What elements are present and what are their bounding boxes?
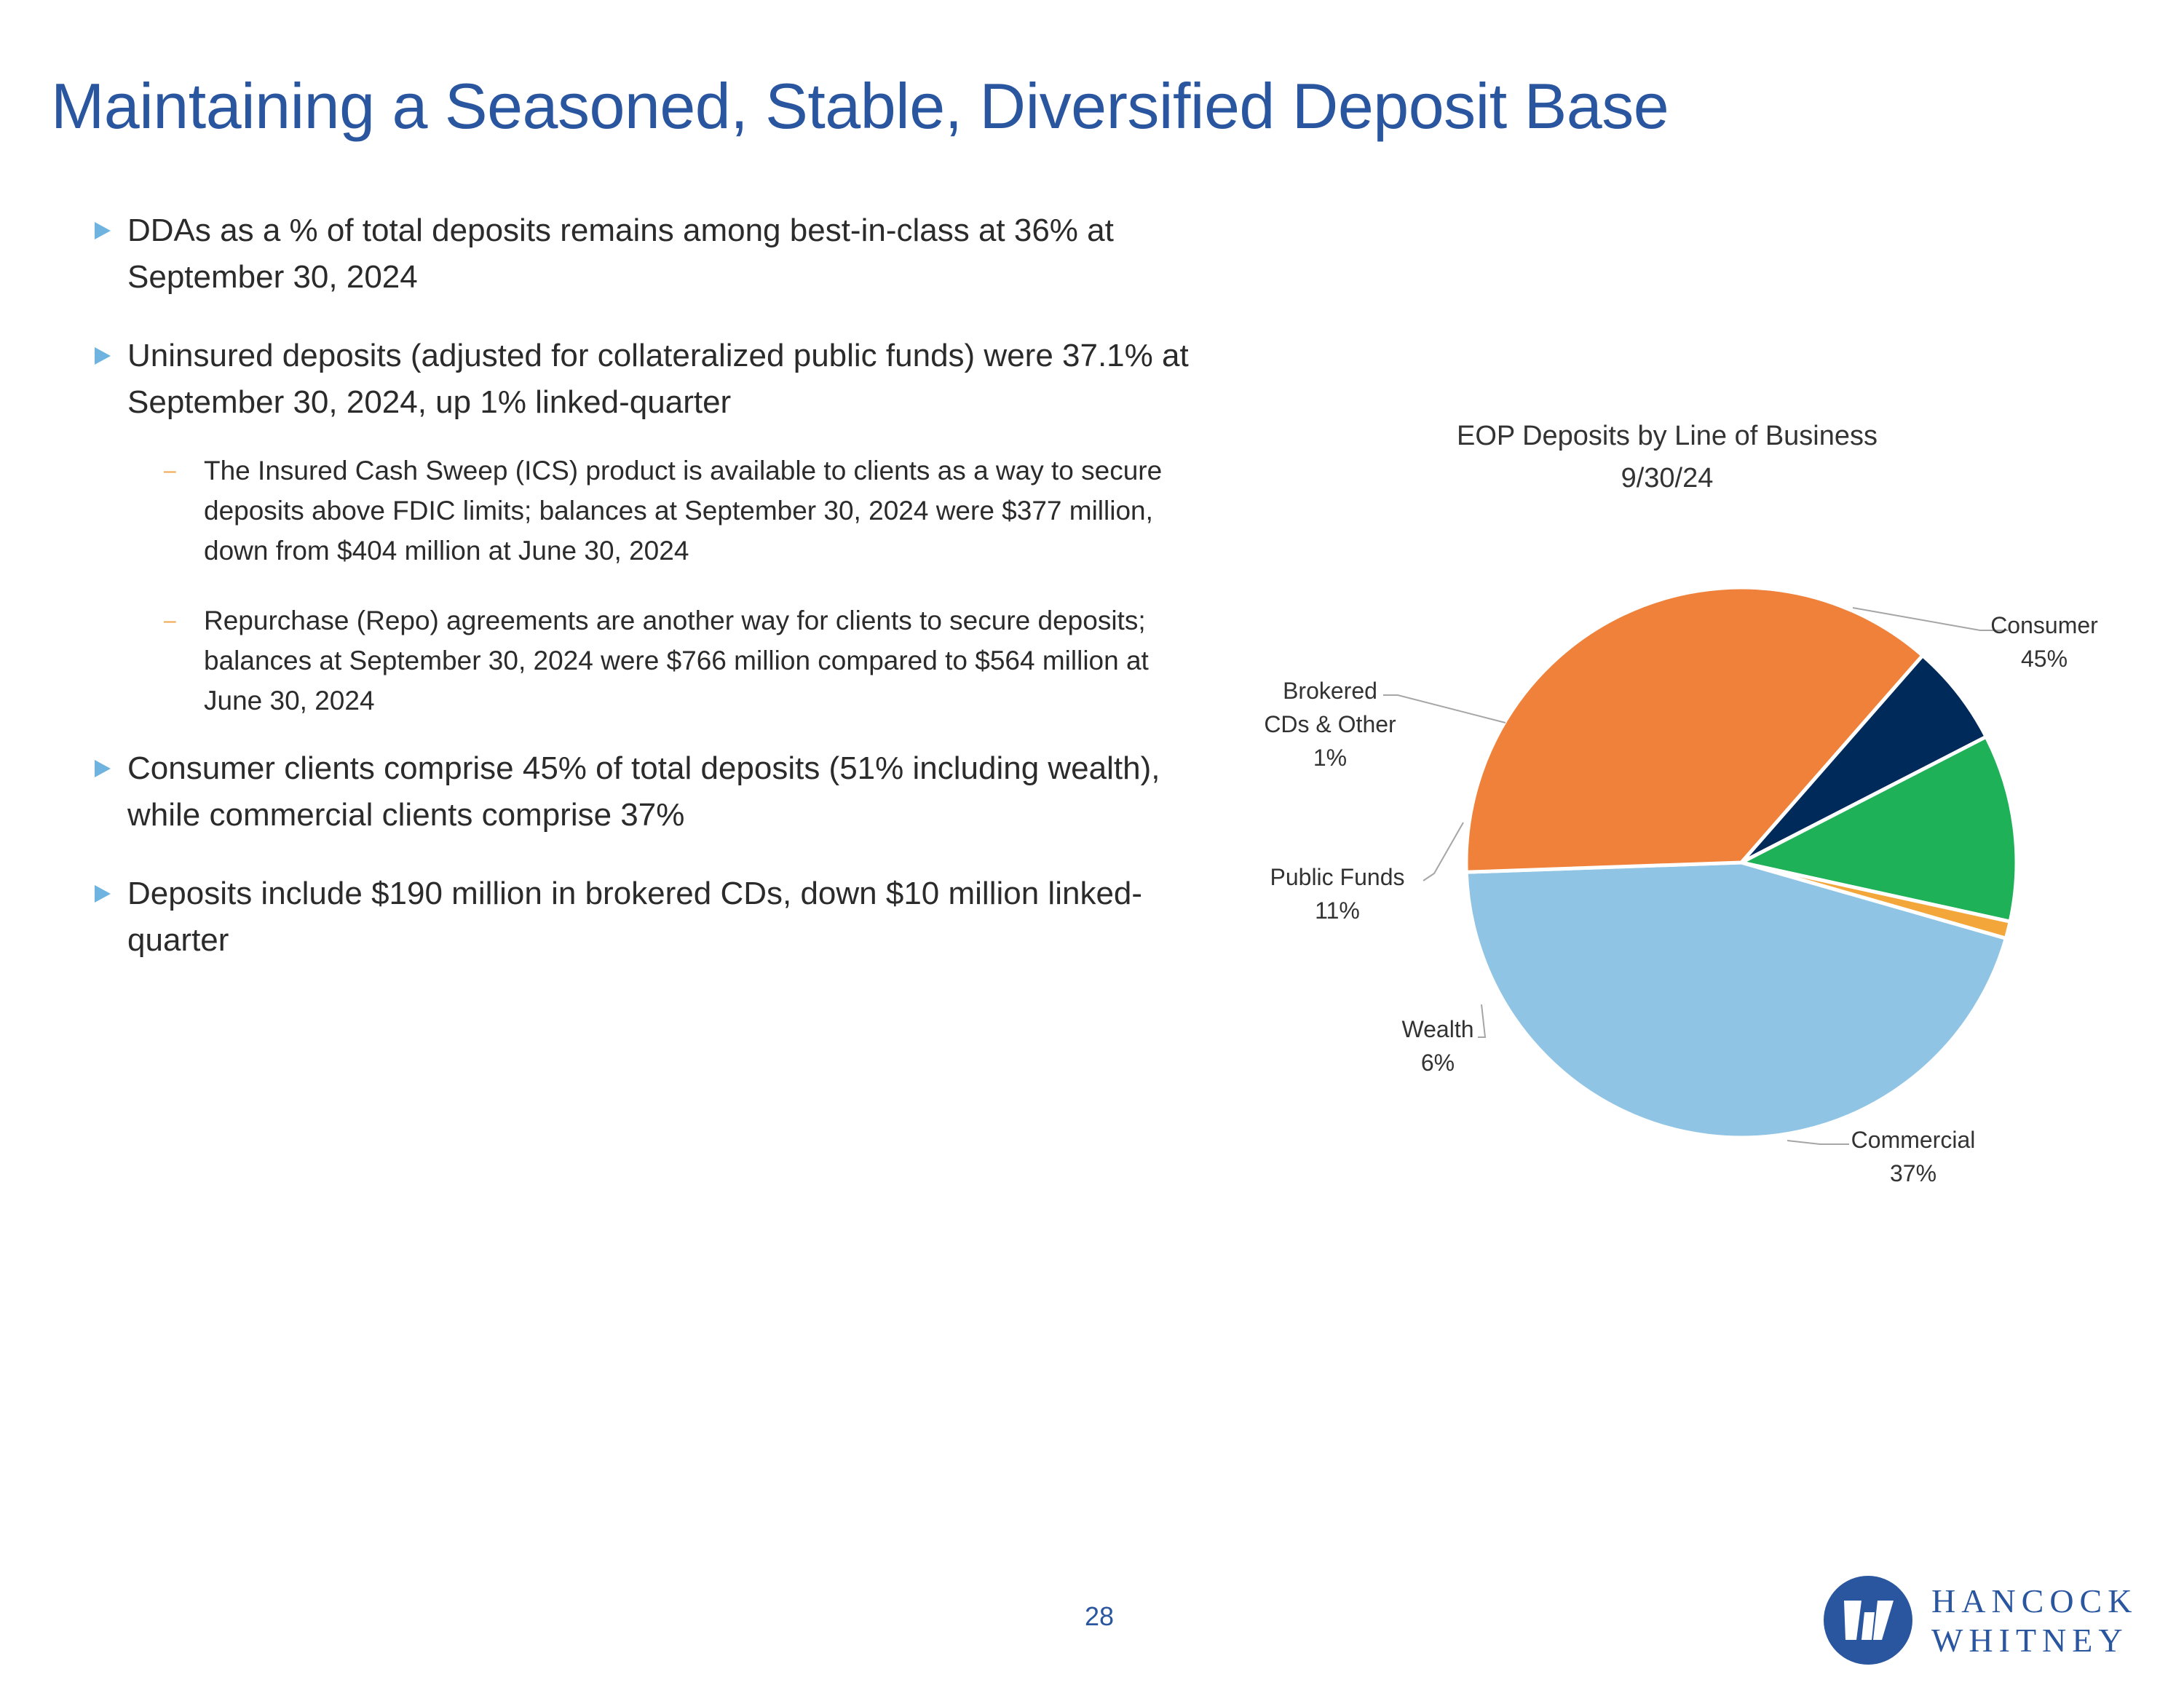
page-title: Maintaining a Seasoned, Stable, Diversif… — [51, 70, 1669, 142]
bullet-text: Uninsured deposits (adjusted for collate… — [127, 338, 1189, 420]
logo-text-line1: HANCOCK — [1931, 1582, 2138, 1619]
chart-title: EOP Deposits by Line of Business — [1456, 421, 1878, 451]
triangle-bullet-icon — [95, 222, 111, 239]
bullet-brokered: Deposits include $190 million in brokere… — [91, 871, 1212, 964]
bullet-text: Consumer clients comprise 45% of total d… — [127, 750, 1160, 833]
triangle-bullet-icon — [95, 760, 111, 777]
dash-bullet-icon: – — [164, 608, 176, 633]
sub-bullet-text: Repurchase (Repo) agreements are another… — [204, 606, 1149, 715]
page-number: 28 — [1084, 1601, 1115, 1631]
slice-label: Brokered CDs & Other 1% — [1264, 678, 1396, 771]
sub-bullet-ics: – The Insured Cash Sweep (ICS) product i… — [91, 451, 1212, 571]
leader-line — [1383, 694, 1506, 723]
leader-line — [1478, 1004, 1487, 1038]
bullet-list: DDAs as a % of total deposits remains am… — [91, 207, 1212, 964]
dash-bullet-icon: – — [164, 459, 176, 483]
pie-slice-public-funds — [1736, 734, 2019, 924]
pie-slice-consumer — [1464, 860, 2009, 1140]
chart-subtitle: 9/30/24 — [1621, 463, 1714, 493]
logo-text-line2: WHITNEY — [1931, 1622, 2129, 1659]
bullet-dda: DDAs as a % of total deposits remains am… — [91, 207, 1212, 301]
chart-title-block: EOP Deposits by Line of Business 9/30/24 — [1398, 415, 1936, 499]
slice-label: Wealth 6% — [1401, 1016, 1473, 1076]
bullet-text: DDAs as a % of total deposits remains am… — [127, 213, 1114, 295]
sub-bullet-text: The Insured Cash Sweep (ICS) product is … — [204, 456, 1163, 566]
bullet-text: Deposits include $190 million in brokere… — [127, 876, 1143, 958]
triangle-bullet-icon — [95, 347, 111, 365]
pie-slice-brokered-cds-other — [1741, 860, 2013, 941]
company-logo: HANCOCK WHITNEY — [1824, 1576, 2166, 1670]
slice-label: Public Funds 11% — [1270, 864, 1405, 924]
leader-line — [1852, 607, 2008, 631]
logo-mark-icon — [1824, 1576, 1912, 1665]
slice-label: Commercial 37% — [1851, 1127, 1976, 1186]
slice-label: Consumer 45% — [1990, 612, 2098, 672]
leader-line — [1423, 822, 1464, 881]
leader-line — [1787, 1140, 1849, 1145]
bullet-consumer: Consumer clients comprise 45% of total d… — [91, 745, 1212, 838]
sub-bullet-repo: – Repurchase (Repo) agreements are anoth… — [91, 600, 1212, 721]
pie-slice-commercial — [1464, 585, 1926, 874]
pie-slice-wealth — [1740, 653, 1989, 865]
triangle-bullet-icon — [95, 885, 111, 903]
bullet-uninsured: Uninsured deposits (adjusted for collate… — [91, 333, 1212, 426]
